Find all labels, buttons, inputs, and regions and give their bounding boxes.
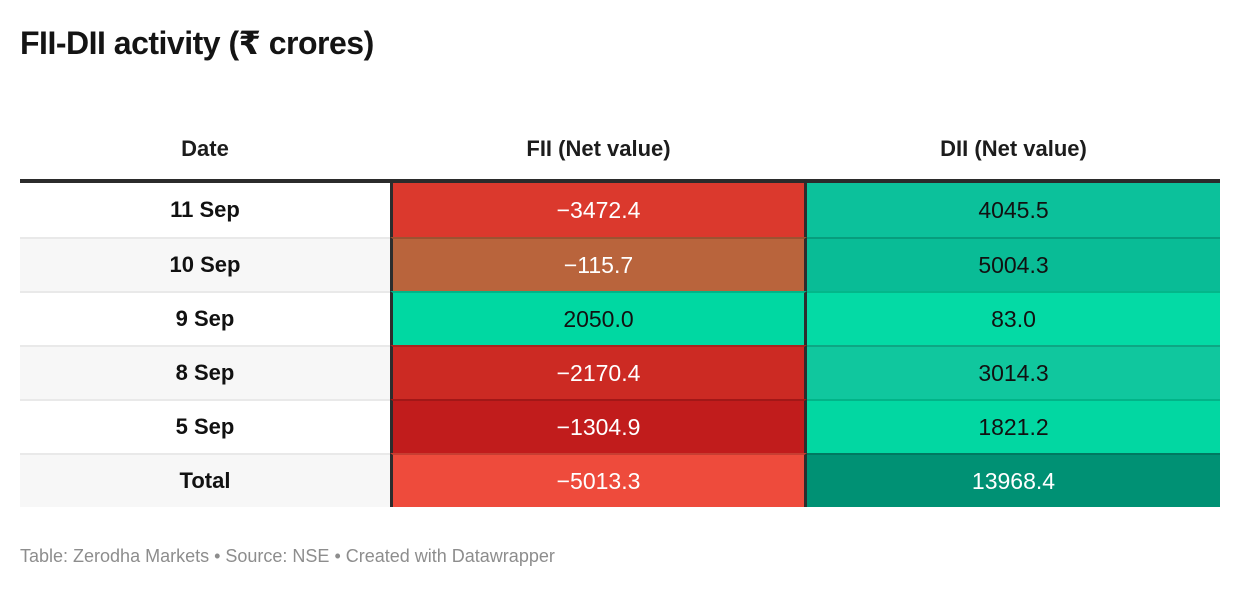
column-header-fii: FII (Net value) bbox=[526, 135, 671, 161]
date-cell: 5 Sep bbox=[20, 399, 390, 453]
date-cell: 11 Sep bbox=[20, 183, 390, 237]
table-row: 10 Sep −115.7 5004.3 bbox=[20, 237, 1220, 291]
table-row: Total −5013.3 13968.4 bbox=[20, 453, 1220, 507]
dii-value-cell: 13968.4 bbox=[807, 453, 1220, 507]
table-row: 8 Sep −2170.4 3014.3 bbox=[20, 345, 1220, 399]
fii-value-cell: 2050.0 bbox=[390, 291, 807, 345]
table-row: 9 Sep 2050.0 83.0 bbox=[20, 291, 1220, 345]
fii-value-cell: −3472.4 bbox=[390, 183, 807, 237]
date-cell: 8 Sep bbox=[20, 345, 390, 399]
dii-value-cell: 5004.3 bbox=[807, 237, 1220, 291]
dii-value-cell: 4045.5 bbox=[807, 183, 1220, 237]
fii-value-cell: −1304.9 bbox=[390, 399, 807, 453]
dii-value-cell: 1821.2 bbox=[807, 399, 1220, 453]
table-row: 5 Sep −1304.9 1821.2 bbox=[20, 399, 1220, 453]
date-cell: 10 Sep bbox=[20, 237, 390, 291]
table-header-row: Date FII (Net value) DII (Net value) bbox=[20, 118, 1220, 183]
table-body: 11 Sep −3472.4 4045.5 10 Sep −115.7 5004… bbox=[20, 183, 1220, 507]
date-cell: 9 Sep bbox=[20, 291, 390, 345]
fii-value-cell: −5013.3 bbox=[390, 453, 807, 507]
date-cell: Total bbox=[20, 453, 390, 507]
attribution-text: Table: Zerodha Markets • Source: NSE • C… bbox=[20, 546, 555, 566]
fii-dii-table: Date FII (Net value) DII (Net value) 11 … bbox=[20, 118, 1220, 507]
column-header-dii: DII (Net value) bbox=[940, 135, 1087, 161]
dii-value-cell: 83.0 bbox=[807, 291, 1220, 345]
dii-value-cell: 3014.3 bbox=[807, 345, 1220, 399]
column-header-date: Date bbox=[181, 135, 229, 161]
table-row: 11 Sep −3472.4 4045.5 bbox=[20, 183, 1220, 237]
chart-title: FII-DII activity (₹ crores) bbox=[20, 25, 374, 61]
fii-value-cell: −2170.4 bbox=[390, 345, 807, 399]
fii-value-cell: −115.7 bbox=[390, 237, 807, 291]
